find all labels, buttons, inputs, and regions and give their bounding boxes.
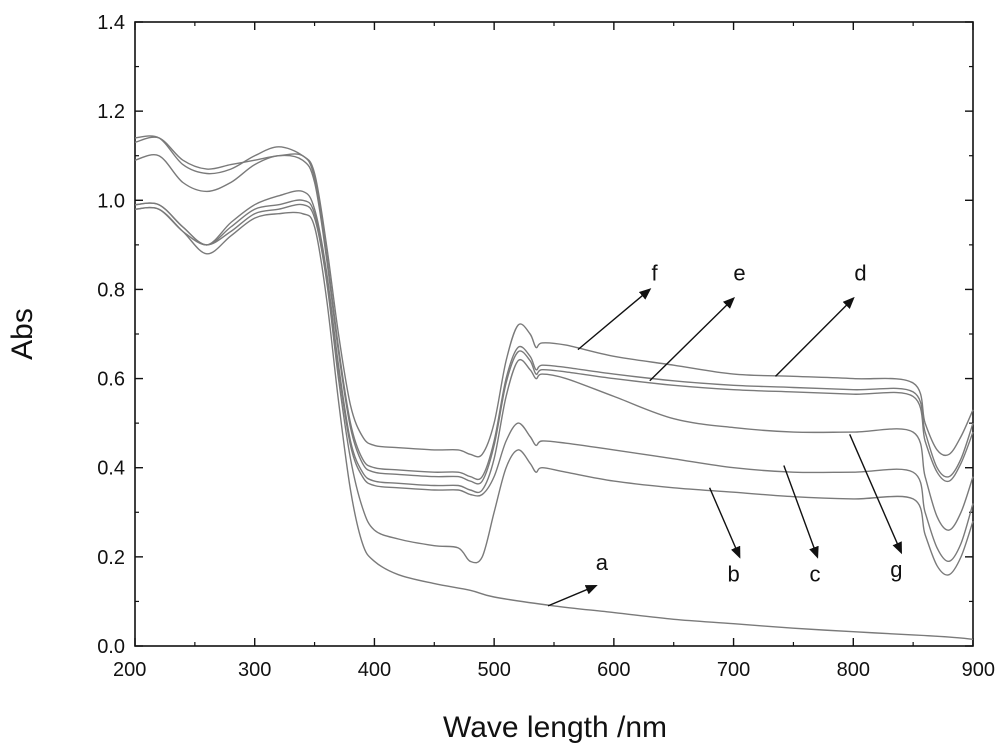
x-axis-title: Wave length /nm (443, 711, 667, 744)
series-line-b (134, 203, 974, 576)
x-tick-label: 700 (717, 659, 750, 681)
curve-label-f: f (651, 261, 658, 286)
x-tick-label: 800 (837, 659, 870, 681)
curve-label-e: e (733, 261, 745, 286)
curve-label-c: c (809, 561, 820, 586)
curve-label-d: d (854, 261, 866, 286)
x-tick-label: 400 (358, 659, 391, 681)
y-axis: 0.0 0.2 0.4 0.6 0.8 1.0 1.2 1.4 (97, 12, 973, 658)
series-lines (134, 135, 974, 640)
y-tick-label: 1.0 (97, 190, 125, 212)
x-tick-label: 500 (477, 659, 510, 681)
x-tick-label: 900 (962, 659, 995, 681)
x-axis: 200 300 400 500 600 700 800 900 (113, 22, 995, 681)
y-tick-label: 0.0 (97, 636, 125, 658)
y-tick-label: 0.4 (97, 458, 125, 480)
curve-label-g: g (890, 557, 902, 582)
annotation-arrow-d (774, 296, 855, 377)
series-line-g (134, 190, 974, 531)
annotation-arrow-e (649, 296, 735, 382)
curve-label-a: a (596, 550, 609, 575)
y-axis-title: Abs (6, 308, 39, 360)
series-line-d (134, 135, 974, 458)
series-line-a (134, 206, 974, 640)
curve-label-b: b (727, 561, 739, 586)
y-tick-label: 1.4 (97, 12, 125, 34)
series-line-e (134, 136, 974, 481)
x-tick-label: 300 (238, 659, 271, 681)
y-tick-label: 1.2 (97, 101, 125, 123)
y-tick-label: 0.8 (97, 279, 125, 301)
x-tick-label: 600 (597, 659, 630, 681)
y-tick-label: 0.2 (97, 547, 125, 569)
series-line-f (134, 154, 974, 485)
curve-annotations: a b c d e f g (547, 261, 903, 607)
x-tick-label: 200 (113, 659, 146, 681)
y-tick-label: 0.6 (97, 369, 125, 391)
annotation-arrow-b (708, 487, 741, 559)
annotation-arrow-f (577, 288, 652, 351)
plot-frame (134, 21, 974, 647)
series-line-c (134, 199, 974, 563)
annotation-arrow-a (547, 585, 598, 607)
annotation-arrow-g (849, 434, 902, 555)
annotation-arrow-c (783, 465, 819, 559)
